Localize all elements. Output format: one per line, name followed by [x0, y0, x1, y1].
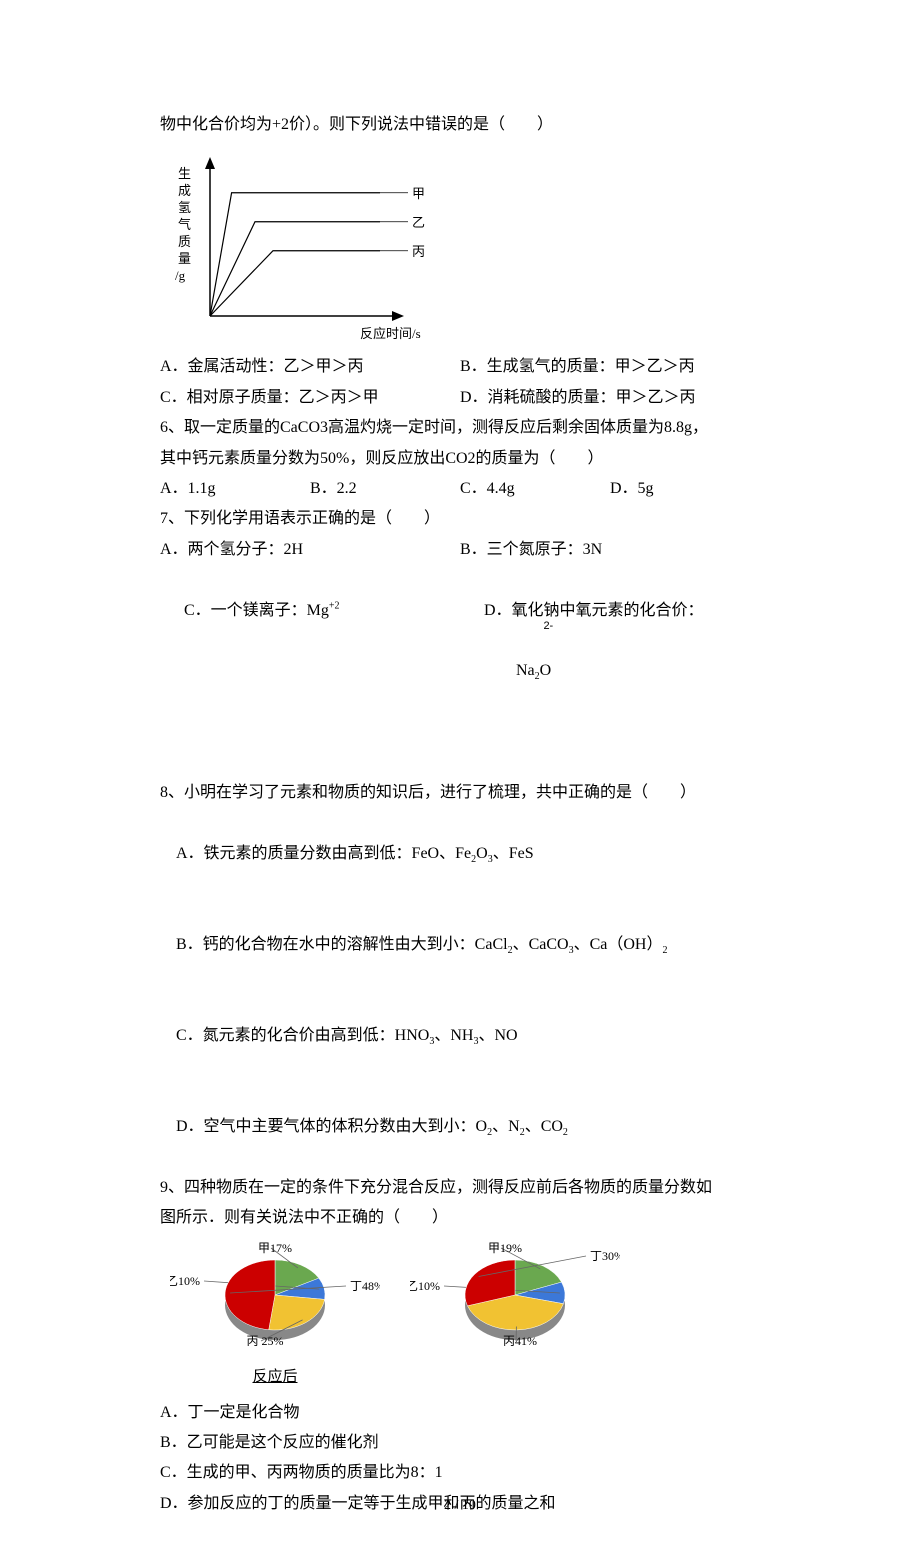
svg-text:丙: 丙	[412, 244, 425, 259]
page-number: 2 / 10	[0, 1493, 920, 1520]
svg-text:氢: 氢	[178, 200, 191, 215]
svg-text:气: 气	[178, 217, 191, 232]
q5-opt-d: D．消耗硫酸的质量：甲＞乙＞丙	[460, 383, 760, 413]
q9-opt-a: A．丁一定是化合物	[160, 1398, 760, 1428]
q9-stem-l2: 图所示．则有关说法中不正确的（ ）	[160, 1203, 760, 1233]
svg-text:量: 量	[178, 251, 191, 266]
q8-stem: 8、小明在学习了元素和物质的知识后，进行了梳理，共中正确的是（ ）	[160, 778, 760, 808]
q8-a-sub1: 2	[471, 854, 476, 865]
svg-text:甲: 甲	[412, 186, 425, 201]
na2o-formula: Na2O 2-	[484, 626, 551, 748]
q8-c-pre: C．氮元素的化合价由高到低：HNO	[176, 1027, 429, 1044]
q7-row2: C．一个镁离子：Mg+2 D．氧化钠中氧元素的化合价： Na2O 2-	[160, 565, 760, 778]
q9-stem-l1: 9、四种物质在一定的条件下充分混合反应，测得反应前后各物质的质量分数如	[160, 1173, 760, 1203]
na2o-na: Na	[516, 662, 535, 679]
q6-opt-c: C．4.4g	[460, 474, 610, 504]
q7-stem: 7、下列化学用语表示正确的是（ ）	[160, 504, 760, 534]
q7-row1: A．两个氢分子：2H B．三个氮原子：3N	[160, 535, 760, 565]
pie-figure: 甲17% 乙10% 丙 25% 丁48% 反应后 甲19% 乙10% 丙41% 丁30%	[170, 1240, 760, 1392]
svg-text:质: 质	[178, 234, 191, 249]
svg-text:丙41%: 丙41%	[503, 1334, 537, 1348]
q8-b-pre: B．钙的化合物在水中的溶解性由大到小：CaCl	[176, 936, 508, 953]
na2o-charge: 2-	[543, 616, 553, 637]
q5-opt-a: A．金属活动性：乙＞甲＞丙	[160, 352, 460, 382]
pie-before-svg: 甲17% 乙10% 丙 25% 丁48%	[170, 1240, 380, 1350]
q8-d-mid: 、N	[492, 1118, 520, 1135]
q7-d-pre: D．氧化钠中氧元素的化合价：	[484, 602, 704, 619]
q8-opt-a: A．铁元素的质量分数由高到低：FeO、Fe2O3、FeS	[160, 808, 760, 899]
q8-a-rest: 、FeS	[493, 845, 534, 862]
svg-text:生: 生	[178, 166, 191, 181]
q8-c-mid: 、NH	[434, 1027, 473, 1044]
svg-text:甲17%: 甲17%	[258, 1241, 292, 1255]
svg-text:丁30%: 丁30%	[590, 1249, 620, 1263]
svg-text:乙: 乙	[412, 215, 425, 230]
q8-opt-d: D．空气中主要气体的体积分数由大到小：O2、N2、CO2	[160, 1082, 760, 1173]
q8-d-pre: D．空气中主要气体的体积分数由大到小：O	[176, 1118, 487, 1135]
q6-options: A．1.1g B．2.2 C．4.4g D．5g	[160, 474, 760, 504]
q7-opt-b: B．三个氮原子：3N	[460, 535, 760, 565]
q5-options-row1: A．金属活动性：乙＞甲＞丙 B．生成氢气的质量：甲＞乙＞丙	[160, 352, 760, 382]
q6-stem-l1: 6、取一定质量的CaCO3高温灼烧一定时间，测得反应后剩余固体质量为8.8g，	[160, 413, 760, 443]
q7-opt-c: C．一个镁离子：Mg+2	[160, 565, 460, 778]
svg-text:甲19%: 甲19%	[488, 1241, 522, 1255]
q7-c-sup: +2	[329, 600, 340, 611]
h2-generation-chart: 生成氢气质量/g 反应时间/s 甲乙丙	[160, 146, 460, 346]
q8-b-s3: 2	[662, 945, 667, 956]
svg-text:乙10%: 乙10%	[170, 1274, 200, 1288]
pie-after-block: 甲19% 乙10% 丙41% 丁30%	[410, 1240, 620, 1361]
svg-text:/g: /g	[175, 268, 186, 283]
na2o-o: O	[540, 662, 552, 679]
q6-stem-l2: 其中钙元素质量分数为50%，则反应放出CO2的质量为（ ）	[160, 444, 760, 474]
q8-opt-b: B．钙的化合物在水中的溶解性由大到小：CaCl2、CaCO3、Ca（OH）2	[160, 899, 760, 990]
q6-opt-a: A．1.1g	[160, 474, 310, 504]
q8-c-end: 、NO	[478, 1027, 517, 1044]
page: 物中化合价均为+2价）。则下列说法中错误的是（ ） 生成氢气质量/g 反应时间/s…	[0, 0, 920, 1559]
q5-options-row2: C．相对原子质量：乙＞丙＞甲 D．消耗硫酸的质量：甲＞乙＞丙	[160, 383, 760, 413]
pie-before-block: 甲17% 乙10% 丙 25% 丁48% 反应后	[170, 1240, 380, 1392]
svg-text:反应时间/s: 反应时间/s	[360, 326, 421, 341]
q7-opt-a: A．两个氢分子：2H	[160, 535, 460, 565]
intro-tail: 物中化合价均为+2价）。则下列说法中错误的是（ ）	[160, 110, 760, 140]
svg-text:乙10%: 乙10%	[410, 1279, 440, 1293]
q8-b-end: 、Ca（OH）	[574, 936, 663, 953]
q9-opt-c: C．生成的甲、丙两物质的质量比为8：1	[160, 1458, 760, 1488]
q6-opt-b: B．2.2	[310, 474, 460, 504]
q5-opt-b: B．生成氢气的质量：甲＞乙＞丙	[460, 352, 760, 382]
h2-generation-svg: 生成氢气质量/g 反应时间/s 甲乙丙	[160, 146, 460, 346]
pie-after-svg: 甲19% 乙10% 丙41% 丁30%	[410, 1240, 620, 1350]
q5-opt-c: C．相对原子质量：乙＞丙＞甲	[160, 383, 460, 413]
svg-text:成: 成	[178, 183, 191, 198]
q8-a-pre: A．铁元素的质量分数由高到低：FeO、Fe	[176, 845, 471, 862]
reaction-label: 反应后	[170, 1363, 380, 1392]
svg-text:丙 25%: 丙 25%	[247, 1334, 284, 1348]
q6-opt-d: D．5g	[610, 474, 760, 504]
q7-opt-d: D．氧化钠中氧元素的化合价： Na2O 2-	[460, 565, 760, 778]
q9-opt-b: B．乙可能是这个反应的催化剂	[160, 1428, 760, 1458]
q8-d-s3: 2	[563, 1127, 568, 1138]
q8-b-mid: 、CaCO	[513, 936, 569, 953]
q7-c-text: C．一个镁离子：Mg	[184, 602, 329, 619]
q8-d-end: 、CO	[525, 1118, 563, 1135]
svg-text:丁48%: 丁48%	[350, 1279, 380, 1293]
q8-opt-c: C．氮元素的化合价由高到低：HNO3、NH3、NO	[160, 991, 760, 1082]
